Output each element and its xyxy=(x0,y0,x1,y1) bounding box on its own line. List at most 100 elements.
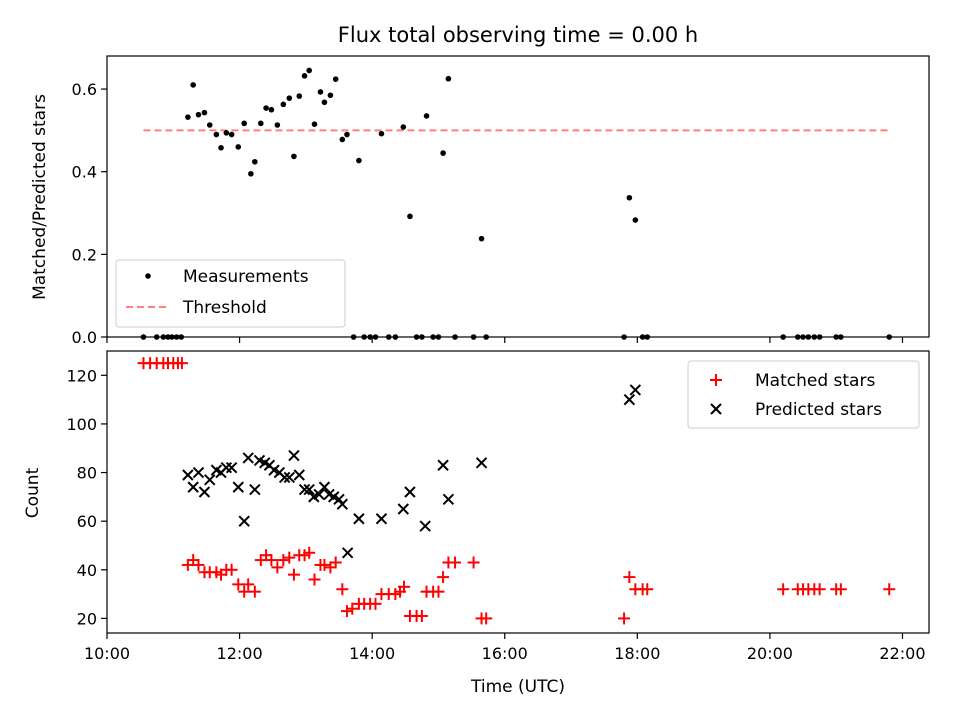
measurement-point xyxy=(478,235,485,242)
matched-point xyxy=(480,612,493,625)
matched-point xyxy=(242,578,255,591)
legend-matched-marker xyxy=(710,374,722,386)
measurement-point xyxy=(252,158,258,165)
bottom-x-tick-label: 14:00 xyxy=(349,644,395,663)
matched-point xyxy=(397,580,410,593)
predicted-point xyxy=(238,515,250,527)
matched-point xyxy=(248,585,261,598)
matched-point xyxy=(346,602,359,615)
predicted-point xyxy=(242,452,254,464)
measurement-point xyxy=(445,75,452,82)
matched-point xyxy=(283,551,296,564)
matched-point xyxy=(340,605,353,618)
predicted-point xyxy=(288,449,300,462)
matched-point xyxy=(277,554,290,567)
bottom-y-ticks: 20 40 60 80 100 120 xyxy=(66,366,107,628)
bottom-x-tick-label: 20:00 xyxy=(747,644,793,663)
predicted-point xyxy=(437,459,449,471)
top-axes-frame xyxy=(106,55,930,338)
measurement-point xyxy=(327,92,334,99)
bottom-x-tick-label: 18:00 xyxy=(614,644,660,663)
top-y-ticks: 0.0 0.2 0.4 0.6 xyxy=(72,80,107,347)
measurement-point xyxy=(263,105,269,111)
measurement-point xyxy=(291,153,297,160)
predicted-point xyxy=(629,384,642,396)
matched-point xyxy=(225,563,238,576)
bottom-axes-frame xyxy=(106,350,930,634)
matched-point xyxy=(308,573,321,586)
measurement-point xyxy=(626,194,633,201)
measurement-point xyxy=(268,106,275,113)
legend-threshold-label: Threshold xyxy=(182,298,267,318)
legend-predicted-marker xyxy=(710,403,722,415)
predicted-point xyxy=(293,469,305,481)
predicted-point xyxy=(278,471,291,484)
measurement-point xyxy=(228,131,235,138)
measurement-point xyxy=(321,99,328,106)
matched-point xyxy=(813,583,826,596)
matched-point xyxy=(432,585,445,598)
bottom-y-tick-label: 80 xyxy=(77,464,97,483)
bottom-y-tick-label: 120 xyxy=(66,366,97,385)
matched-point xyxy=(329,556,342,569)
matched-point xyxy=(415,609,428,622)
predicted-point xyxy=(283,471,296,484)
measurement-point xyxy=(280,101,287,108)
measurement-point xyxy=(206,122,213,128)
measurement-point xyxy=(248,170,254,177)
measurement-point xyxy=(311,121,318,127)
matched-point xyxy=(336,583,349,596)
matched-point xyxy=(623,571,636,584)
predicted-point xyxy=(442,493,455,506)
legend-measurements-label: Measurements xyxy=(183,267,309,287)
legend-predicted-label: Predicted stars xyxy=(755,400,882,420)
matched-point xyxy=(238,585,251,598)
measurement-point xyxy=(332,76,339,82)
measurement-point xyxy=(190,82,196,88)
matched-point xyxy=(777,583,790,596)
predicted-point xyxy=(249,483,261,496)
matched-point xyxy=(369,597,382,610)
measurement-point xyxy=(185,114,191,120)
predicted-point xyxy=(419,520,431,532)
bottom-x-ticks: 10:00 12:00 14:00 16:00 18:00 20:00 22:00 xyxy=(84,633,926,663)
measurement-point xyxy=(317,89,324,95)
measurement-point xyxy=(339,136,346,143)
bottom-y-tick-label: 20 xyxy=(77,609,97,628)
measurement-point xyxy=(235,144,242,150)
measurement-point xyxy=(344,131,350,138)
predicted-point xyxy=(198,486,211,498)
bottom-x-tick-label: 12:00 xyxy=(217,644,263,663)
measurement-point xyxy=(400,124,407,130)
bottom-legend-box xyxy=(687,360,920,429)
predicted-point xyxy=(397,503,410,515)
measurement-point xyxy=(195,111,202,118)
measurement-point xyxy=(274,122,281,128)
matched-point xyxy=(467,556,480,569)
matched-point xyxy=(192,558,205,571)
top-legend-box xyxy=(115,259,346,328)
legend-measurements-marker xyxy=(145,273,151,279)
top-ylabel: Matched/Predicted stars xyxy=(30,94,50,300)
top-legend: Measurements Threshold xyxy=(115,259,346,328)
matched-point xyxy=(449,556,462,569)
top-subplot: Matched/Predicted stars 0.0 0.2 0.4 0.6 Mea… xyxy=(30,55,930,347)
bottom-legend: Matched stars Predicted stars xyxy=(687,360,920,429)
predicted-point xyxy=(303,483,315,496)
matched-point xyxy=(641,583,654,596)
predicted-point xyxy=(204,474,216,486)
legend-matched-label: Matched stars xyxy=(755,371,875,391)
matched-point xyxy=(175,357,188,370)
predicted-point xyxy=(225,461,238,474)
chart-title: Flux total observing time = 0.00 h xyxy=(338,23,698,47)
measurement-point xyxy=(378,130,385,137)
matched-point xyxy=(883,583,896,596)
predicted-point xyxy=(353,513,365,525)
predicted-point xyxy=(336,498,349,510)
matched-point xyxy=(437,571,450,584)
matched-point xyxy=(287,568,300,581)
bottom-subplot: Count Time (UTC) 20 40 60 80 100 120 10:00 12:… xyxy=(23,350,930,697)
bottom-y-tick-label: 60 xyxy=(77,512,97,531)
predicted-point xyxy=(313,488,325,501)
